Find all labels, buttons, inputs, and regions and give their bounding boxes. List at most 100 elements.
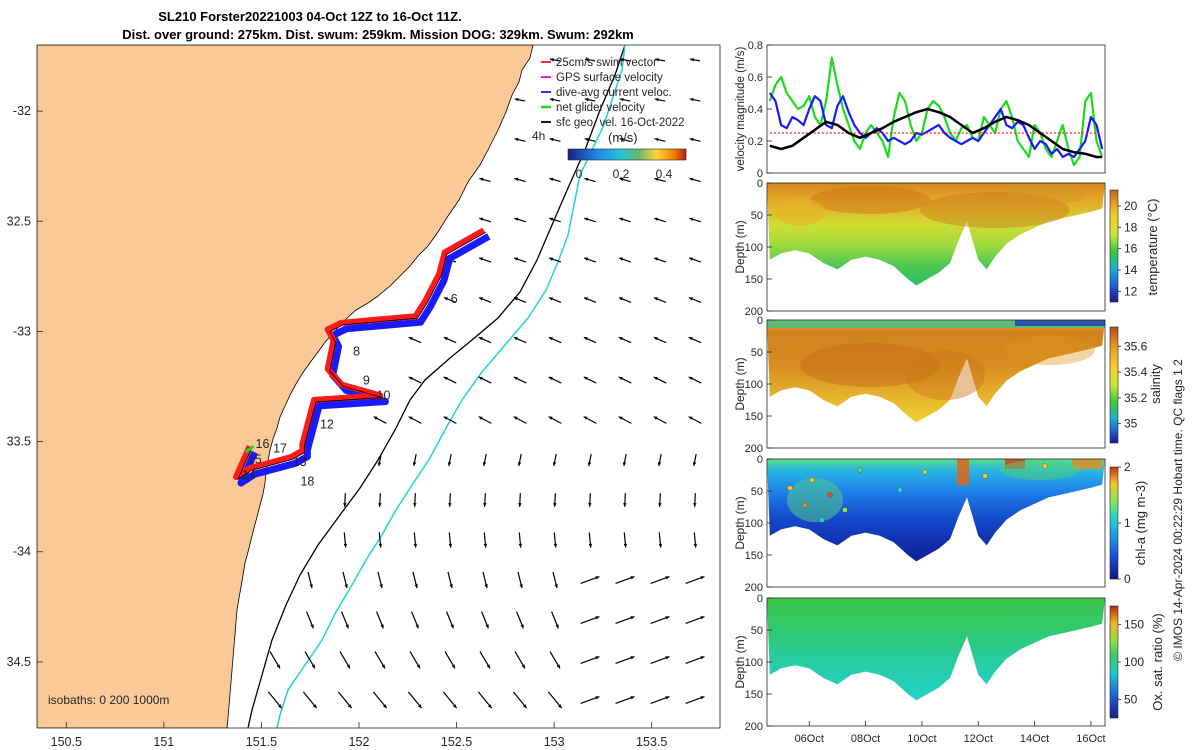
date-tick-label: 08Oct xyxy=(851,733,880,745)
colorbar-tick-label: 150 xyxy=(1124,618,1144,632)
track-day-label: 6 xyxy=(451,292,458,306)
current-vector xyxy=(692,453,697,467)
current-vector xyxy=(618,257,632,263)
chlorophyll-colorbar xyxy=(1109,466,1119,580)
current-vector xyxy=(693,493,697,507)
velocity-series-line xyxy=(769,107,1103,159)
velocity-ylabel: velocity magnitude (m/s) xyxy=(735,47,747,172)
current-vector xyxy=(689,217,701,223)
temperature-panel: 0 50 100 150 200 Depth (m) 12 14 16 18 20 temper… xyxy=(733,178,1160,318)
current-vector xyxy=(552,453,557,467)
current-vector xyxy=(547,691,563,709)
title-line-2: Dist. over ground: 275km. Dist. swum: 25… xyxy=(122,27,634,42)
current-vector xyxy=(685,576,705,584)
velocity-series-line xyxy=(768,56,1104,167)
depth-tick-label: 150 xyxy=(745,274,763,286)
current-vector xyxy=(618,336,632,344)
track-day-labels: 6 89 10 12 16 17 15 13 14 18 xyxy=(242,292,458,489)
track-day-label: 13 xyxy=(293,455,307,469)
current-vector xyxy=(615,616,635,624)
depth-tick-label: 0 xyxy=(757,315,763,327)
current-vector xyxy=(517,571,523,589)
salinity-colorbar-label: salinity xyxy=(1148,364,1163,404)
oxygen-panel: 0 50 100 150 200 06Oct 08Oct 10Oct 12Oct 14Oct 16… xyxy=(733,593,1165,745)
map-latitude-ticks: -32 32.5 -33 33.5 -34 34.5 xyxy=(7,104,43,669)
chlorophyll-features xyxy=(787,459,1102,522)
oxygen-y-ticks: 0 50 100 150 200 xyxy=(745,593,772,733)
current-vector xyxy=(304,651,316,669)
colorbar-tick-label: 100 xyxy=(1124,655,1144,669)
oxygen-colorbar xyxy=(1109,605,1119,719)
current-vector xyxy=(650,576,670,584)
current-vector xyxy=(447,571,453,589)
current-vector xyxy=(584,177,596,183)
current-vector xyxy=(584,58,596,62)
current-vector xyxy=(482,453,487,467)
depth-tick-label: 150 xyxy=(745,689,763,701)
current-vector xyxy=(518,493,522,507)
current-vector xyxy=(658,532,663,548)
legend-gps: GPS surface velocity xyxy=(556,72,663,84)
colorbar-tick-label: 2 xyxy=(1124,460,1131,474)
current-vector xyxy=(548,416,562,424)
depth-tick-label: 100 xyxy=(745,242,763,254)
salinity-colorbar xyxy=(1109,326,1119,444)
current-vector xyxy=(654,137,666,142)
colorbar-tick-label: 20 xyxy=(1124,199,1138,213)
velocity-ytick-label: 0.8 xyxy=(748,40,763,52)
chlorophyll-section-fill xyxy=(767,459,1105,562)
current-vector xyxy=(584,137,596,142)
map-xtick-label: 150.5 xyxy=(51,735,82,749)
isobath-200m xyxy=(247,45,626,728)
track-day-label: 8 xyxy=(353,345,360,359)
current-vector xyxy=(688,416,702,424)
current-vector xyxy=(693,532,698,548)
current-vector xyxy=(653,336,667,344)
chlorophyll-sample-dot xyxy=(819,517,825,523)
current-vector xyxy=(478,336,492,344)
chlorophyll-sample-dot xyxy=(787,485,793,491)
current-vector xyxy=(689,58,701,62)
oxygen-x-ticks: 06Oct 08Oct 10Oct 12Oct 14Oct 16Oct xyxy=(795,721,1106,745)
velocity-ytick-label: 0.4 xyxy=(748,104,763,116)
chlorophyll-sample-dot xyxy=(842,507,848,513)
velocity-ytick-label: 0.2 xyxy=(748,136,763,148)
chlorophyll-ylabel: Depth (m) xyxy=(733,496,747,549)
current-vector xyxy=(549,58,561,62)
current-vector xyxy=(615,696,635,704)
current-vector xyxy=(580,696,600,704)
salinity-panel: 0 50 100 150 200 Depth (m) 35 35.2 35.4 35.6 sa… xyxy=(733,315,1163,455)
depth-tick-label: 50 xyxy=(751,210,763,222)
chlorophyll-sample-dot xyxy=(1042,463,1048,469)
salinity-y-ticks: 0 50 100 150 200 xyxy=(745,315,772,455)
track-net-velocity-tip xyxy=(244,444,255,454)
current-vector xyxy=(650,616,670,624)
current-vector xyxy=(409,651,421,669)
map-xtick-label: 152 xyxy=(349,735,370,749)
oxygen-ylabel: Depth (m) xyxy=(733,635,747,688)
map-xtick-label: 151.5 xyxy=(246,735,277,749)
current-vector xyxy=(376,611,384,629)
depth-tick-label: 100 xyxy=(745,657,763,669)
current-vector xyxy=(623,532,628,548)
current-vector xyxy=(337,691,353,709)
temperature-colorbar-ticks: 12 14 16 18 20 xyxy=(1118,199,1138,298)
current-vector xyxy=(442,691,458,709)
current-vector xyxy=(482,571,488,589)
depth-tick-label: 100 xyxy=(745,518,763,530)
current-vector xyxy=(622,453,627,467)
depth-tick-label: 150 xyxy=(745,411,763,423)
current-vector xyxy=(342,571,348,589)
current-vector xyxy=(654,177,666,183)
current-vector xyxy=(479,217,491,223)
current-vector xyxy=(653,416,667,424)
track-dive-avg-current xyxy=(237,233,491,487)
current-vector xyxy=(688,257,702,263)
temperature-colorbar-label: temperature (°C) xyxy=(1145,199,1160,296)
current-vector xyxy=(548,376,562,384)
current-vector xyxy=(443,297,457,303)
current-vector xyxy=(448,532,453,548)
current-vector xyxy=(653,257,667,263)
chlorophyll-panel: 0 50 100 150 200 Depth (m) 0 1 2 chl-a (mg m-3… xyxy=(733,454,1148,594)
